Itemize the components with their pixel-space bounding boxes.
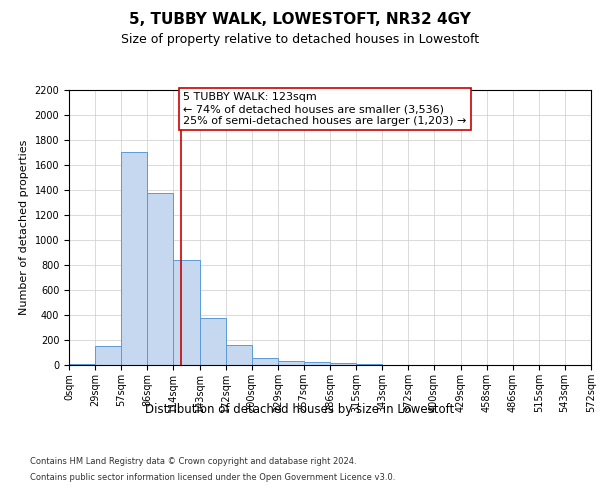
Bar: [95, 346, 121, 365]
Y-axis label: Number of detached properties: Number of detached properties: [19, 140, 29, 315]
Bar: [278, 361, 304, 365]
Bar: [69, 364, 95, 365]
Bar: [199, 318, 226, 365]
Text: 5 TUBBY WALK: 123sqm
← 74% of detached houses are smaller (3,536)
25% of semi-de: 5 TUBBY WALK: 123sqm ← 74% of detached h…: [183, 92, 466, 126]
Bar: [356, 364, 382, 365]
Bar: [173, 260, 199, 365]
Text: Size of property relative to detached houses in Lowestoft: Size of property relative to detached ho…: [121, 32, 479, 46]
Bar: [121, 152, 148, 365]
Text: Contains HM Land Registry data © Crown copyright and database right 2024.: Contains HM Land Registry data © Crown c…: [30, 458, 356, 466]
Bar: [251, 358, 278, 365]
Text: Distribution of detached houses by size in Lowestoft: Distribution of detached houses by size …: [145, 402, 455, 415]
Bar: [226, 345, 251, 365]
Bar: [330, 362, 356, 365]
Bar: [148, 193, 173, 365]
Text: 5, TUBBY WALK, LOWESTOFT, NR32 4GY: 5, TUBBY WALK, LOWESTOFT, NR32 4GY: [129, 12, 471, 28]
Bar: [304, 362, 330, 365]
Text: Contains public sector information licensed under the Open Government Licence v3: Contains public sector information licen…: [30, 472, 395, 482]
